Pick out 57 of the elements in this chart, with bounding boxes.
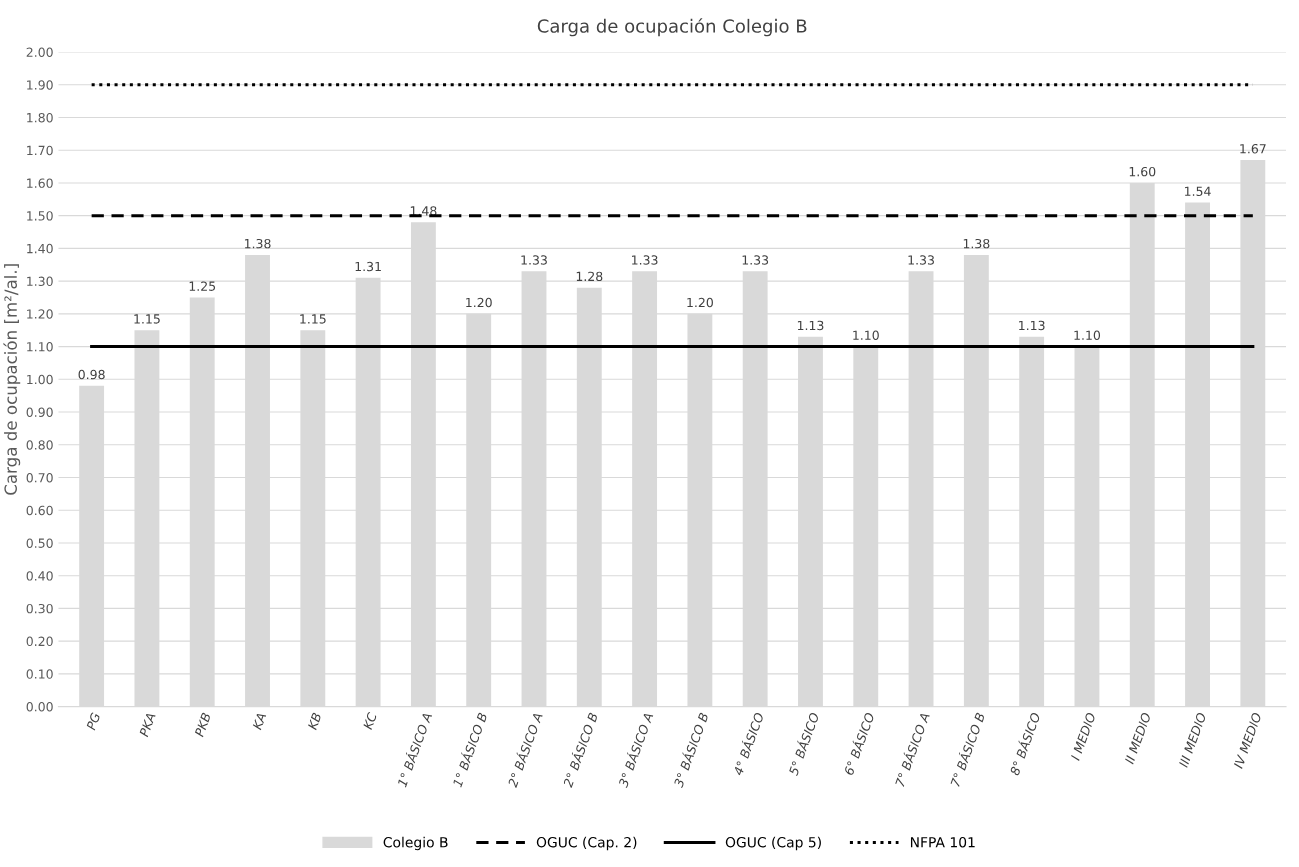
data-label: 1.13 xyxy=(1019,320,1045,331)
data-label: 1.54 xyxy=(1184,186,1211,196)
data-label: 1.33 xyxy=(521,255,547,265)
x-tick-label: II MEDIO xyxy=(1124,712,1152,765)
y-tick-label: 1.90 xyxy=(27,80,53,90)
legend-label: OGUC (Cap 5) xyxy=(725,836,821,851)
chart-title: Carga de ocupación Colegio B xyxy=(537,18,807,37)
data-label: 1.38 xyxy=(244,238,271,249)
x-tick-label: KC xyxy=(362,711,378,731)
data-label: 1.25 xyxy=(189,281,216,291)
y-tick-label: 1.00 xyxy=(27,374,53,385)
legend-label: NFPA 101 xyxy=(910,836,975,848)
y-tick-label: 1.60 xyxy=(27,178,53,188)
legend-label: OGUC (Cap. 2) xyxy=(536,836,637,851)
x-tick-label: III MEDIO xyxy=(1178,712,1207,768)
x-tick-label: PKB xyxy=(194,712,211,738)
y-tick-label: 1.70 xyxy=(27,145,53,156)
legend-label: Colegio B xyxy=(383,836,448,851)
y-axis-title: Carga de ocupación [m²/al.] xyxy=(3,264,21,495)
y-tick-label: 1.20 xyxy=(27,309,53,319)
y-tick-label: 1.30 xyxy=(27,276,53,287)
y-tick-label: 0.60 xyxy=(26,505,53,516)
y-tick-label: 0.30 xyxy=(26,603,53,614)
data-label: 1.13 xyxy=(797,320,824,331)
data-label: 1.10 xyxy=(853,330,879,340)
y-tick-label: 0.10 xyxy=(26,669,53,679)
data-label: 1.33 xyxy=(742,255,769,265)
data-label: 1.38 xyxy=(963,238,990,249)
y-tick-label: 0.00 xyxy=(26,702,53,712)
y-tick-label: 1.80 xyxy=(27,112,53,123)
data-label: 1.15 xyxy=(134,314,160,324)
y-tick-label: 2.00 xyxy=(26,47,53,57)
data-label: 0.98 xyxy=(78,369,105,380)
x-tick-label: I MEDIO xyxy=(1070,712,1096,761)
data-label: 1.33 xyxy=(632,255,658,265)
y-tick-label: 0.90 xyxy=(26,407,53,417)
data-label: 1.20 xyxy=(466,297,492,308)
data-label: 1.60 xyxy=(1129,166,1156,177)
y-tick-label: 0.70 xyxy=(26,472,53,483)
y-tick-label: 0.50 xyxy=(26,538,53,548)
data-label: 1.33 xyxy=(908,255,934,265)
data-label: 1.15 xyxy=(300,314,326,324)
y-tick-label: 0.80 xyxy=(26,440,53,450)
data-label: 1.10 xyxy=(1074,330,1101,340)
y-tick-label: 1.10 xyxy=(27,342,53,352)
y-tick-label: 0.20 xyxy=(26,636,53,647)
y-tick-label: 0.40 xyxy=(26,571,53,581)
data-label: 1.67 xyxy=(1240,143,1266,154)
y-tick-label: 1.40 xyxy=(27,243,53,254)
y-tick-label: 1.50 xyxy=(27,211,53,221)
x-tick-label: KB xyxy=(307,712,322,731)
x-tick-label: KA xyxy=(252,712,267,731)
x-tick-label: PG xyxy=(86,712,101,731)
data-label: 1.31 xyxy=(355,261,381,272)
data-label: 1.20 xyxy=(687,297,713,308)
data-label: 1.28 xyxy=(576,271,603,282)
x-tick-label: PKA xyxy=(139,712,156,738)
